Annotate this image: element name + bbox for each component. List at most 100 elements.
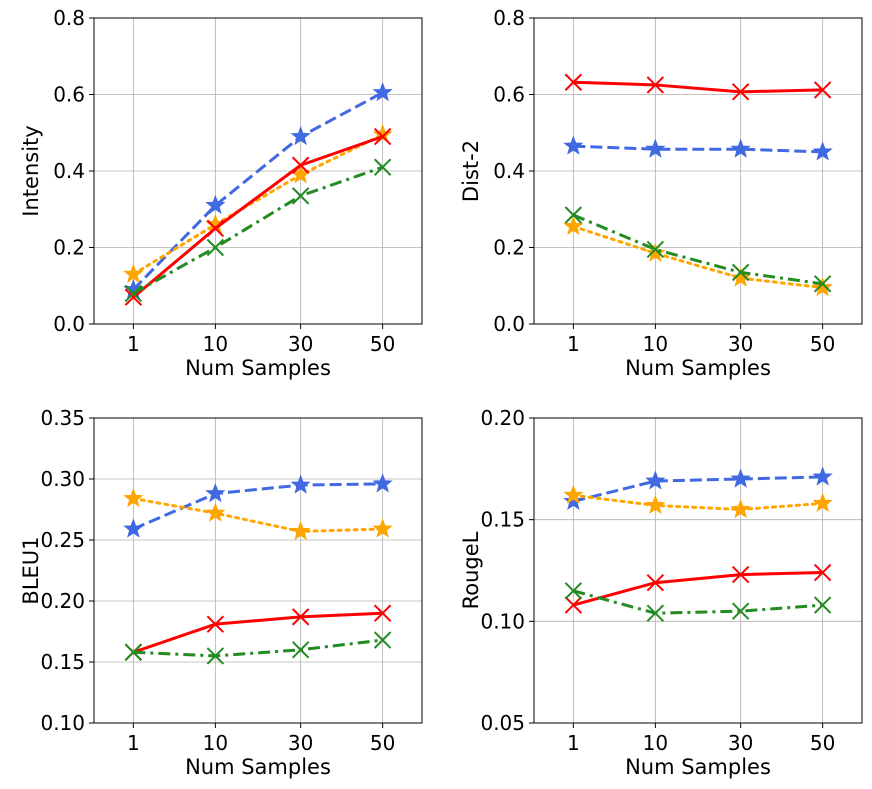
data-point-x [564, 582, 583, 600]
data-point-x [373, 604, 392, 622]
data-point-x [564, 206, 583, 224]
data-point-star [290, 520, 311, 541]
series-2 [124, 604, 392, 661]
series-line [571, 493, 825, 511]
series-0 [563, 466, 833, 510]
y-tick-label: 0.30 [40, 467, 85, 491]
data-point-x [373, 158, 392, 176]
data-point-star [812, 492, 833, 513]
x-tick-label: 1 [127, 731, 140, 755]
data-point-x [291, 187, 310, 205]
data-point-x [813, 81, 832, 99]
data-point-star [123, 518, 144, 538]
y-tick-label: 0.4 [493, 159, 525, 183]
x-tick-label: 10 [203, 332, 228, 356]
data-point-star [730, 498, 751, 519]
data-point-x [373, 127, 392, 146]
data-point-star [730, 138, 751, 158]
x-axis-label: Num Samples [185, 356, 331, 380]
y-tick-label: 0.8 [493, 6, 525, 30]
y-tick-label: 0.10 [40, 711, 85, 735]
data-point-x [124, 643, 143, 661]
y-tick-label: 0.20 [40, 589, 85, 613]
series-3 [564, 582, 832, 622]
chart-panel-1: 0.0 0.2 0.4 0.6 0.8 1 10 30 50 Num Samples Dist-2 [459, 6, 863, 380]
y-tick-label: 0.2 [493, 236, 525, 260]
data-point-star [205, 194, 226, 215]
data-point-star [563, 490, 584, 510]
data-point-star [645, 494, 666, 515]
data-point-x [646, 573, 665, 592]
y-tick-label: 0.35 [40, 406, 85, 430]
y-tick-label: 0.6 [53, 83, 85, 107]
data-point-x [564, 596, 583, 614]
x-tick-label: 30 [288, 731, 313, 755]
series-1 [563, 215, 833, 297]
series-2 [124, 127, 392, 306]
series-1 [123, 487, 393, 541]
data-point-star [812, 466, 833, 486]
y-tick-label: 0.20 [480, 406, 525, 430]
series-2 [564, 563, 832, 614]
data-point-x [206, 219, 225, 238]
y-tick-label: 0.6 [493, 83, 525, 107]
data-point-star [372, 518, 393, 538]
data-point-x [731, 263, 750, 282]
data-point-x [813, 563, 832, 582]
series-0 [563, 135, 833, 161]
x-tick-label: 10 [203, 731, 228, 755]
series-line [132, 611, 383, 654]
x-tick-label: 1 [567, 731, 580, 755]
y-tick-label: 0.8 [53, 6, 85, 30]
data-point-star [563, 215, 584, 236]
data-point-x [731, 602, 750, 620]
data-point-x [124, 284, 143, 303]
data-point-x [564, 73, 583, 91]
data-point-x [291, 156, 310, 174]
data-point-x [206, 615, 225, 633]
data-point-x [646, 76, 665, 94]
x-tick-label: 30 [288, 332, 313, 356]
series-line [132, 91, 384, 291]
data-point-star [290, 125, 311, 146]
y-tick-label: 0.10 [480, 609, 525, 633]
y-axis-label: Intensity [19, 125, 43, 216]
chart-panel-0: 0.0 0.2 0.4 0.6 0.8 1 10 30 50 Num Samples Intensi… [19, 6, 423, 380]
series-0 [123, 81, 393, 299]
series-line [133, 638, 383, 658]
series-line [573, 144, 823, 154]
data-point-x [646, 604, 665, 622]
series-1 [563, 484, 833, 519]
y-tick-label: 0.2 [53, 236, 85, 260]
x-axis-label: Num Samples [185, 755, 331, 779]
series-line [573, 80, 823, 94]
axes-frame [533, 417, 863, 724]
series-3 [124, 631, 392, 665]
y-tick-label: 0.05 [480, 711, 525, 735]
chart-panel-2: 0.10 0.15 0.20 0.25 0.30 0.35 1 10 30 50 Num Sampl… [19, 406, 423, 779]
x-tick-label: 10 [643, 332, 668, 356]
x-tick-label: 1 [127, 332, 140, 356]
series-line [132, 165, 384, 295]
data-point-x [373, 631, 392, 649]
data-point-star [372, 81, 393, 102]
series-line [572, 589, 823, 615]
axes-frame [93, 417, 423, 724]
x-tick-label: 50 [370, 332, 395, 356]
series-3 [124, 158, 392, 303]
data-point-star [372, 124, 393, 144]
data-point-star [730, 468, 751, 488]
y-tick-label: 0.15 [40, 650, 85, 674]
y-axis-label: BLEU1 [19, 536, 43, 604]
series-line [572, 475, 823, 503]
series-line [131, 497, 385, 533]
x-axis-label: Num Samples [625, 755, 771, 779]
data-point-star [563, 135, 584, 155]
series-3 [564, 206, 832, 293]
y-axis-label: Dist-2 [459, 140, 483, 202]
y-tick-label: 0.4 [53, 159, 85, 183]
data-point-star [812, 277, 833, 297]
x-axis-label: Num Samples [625, 356, 771, 380]
series-2 [564, 73, 832, 101]
